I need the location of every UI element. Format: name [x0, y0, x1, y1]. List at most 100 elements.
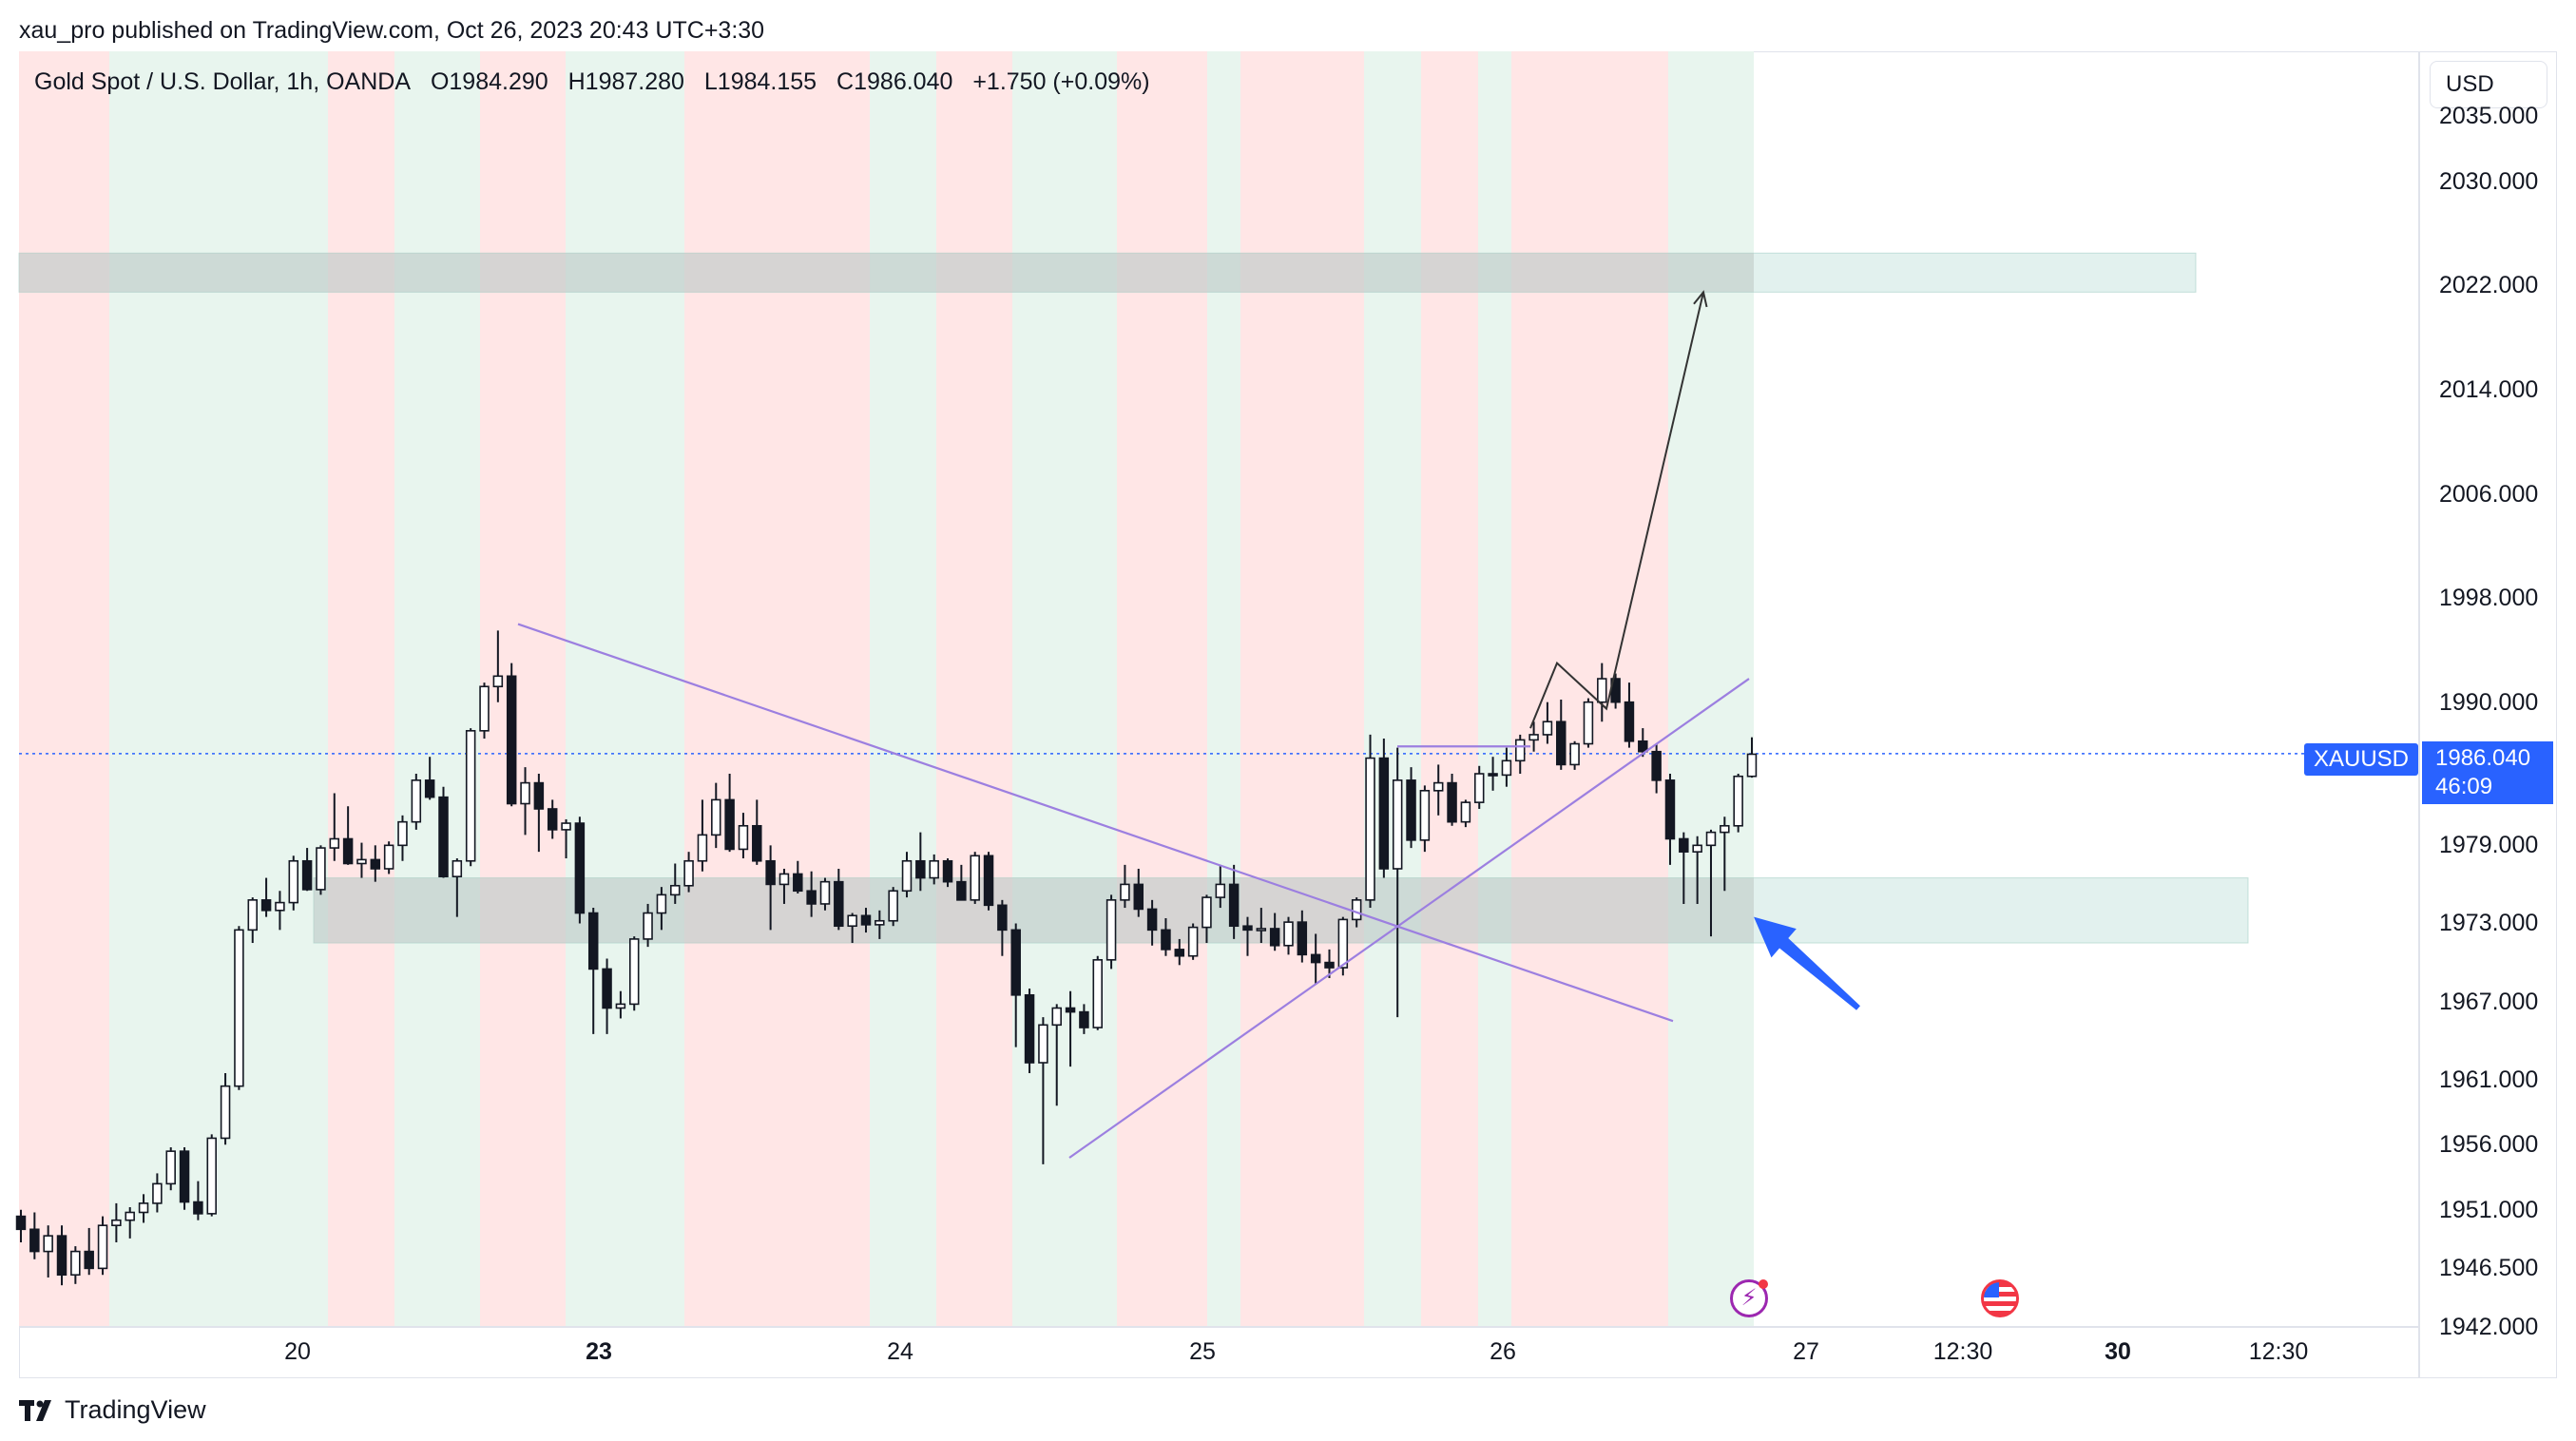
candle-body	[1746, 753, 1758, 778]
candle	[1720, 817, 1730, 892]
candle	[1092, 955, 1103, 1030]
candle-body	[247, 899, 259, 932]
symbol-legend[interactable]: Gold Spot / U.S. Dollar, 1h, OANDA O1984…	[34, 68, 1163, 96]
session-band	[684, 51, 870, 1327]
candle	[397, 815, 408, 861]
session-band	[566, 51, 684, 1327]
candle-body	[1215, 883, 1226, 898]
candle	[1174, 938, 1185, 966]
time-axis-label: 12:30	[1932, 1338, 1993, 1365]
candle-body	[1679, 837, 1689, 853]
flash-event-icon[interactable]: ⚡	[1730, 1279, 1768, 1317]
candle-body	[1242, 925, 1253, 932]
candle-body	[834, 880, 844, 928]
candle	[1365, 734, 1375, 909]
candle-body	[860, 914, 872, 926]
candle-body	[942, 859, 953, 883]
candle-body	[1351, 899, 1362, 921]
candle	[860, 908, 872, 933]
candle-body	[1201, 896, 1212, 929]
candle	[901, 852, 913, 898]
candle-body	[875, 919, 885, 926]
candle-body	[1120, 883, 1130, 901]
time-axis-label: 30	[2105, 1338, 2131, 1365]
candle-body	[533, 781, 545, 810]
session-band	[936, 51, 1012, 1327]
candle-body	[1269, 928, 1280, 947]
session-band	[1012, 51, 1117, 1327]
candle	[370, 845, 381, 882]
candle	[15, 1209, 27, 1242]
candle-body	[152, 1182, 163, 1204]
price-axis-label: 2006.000	[2439, 480, 2539, 508]
session-band	[480, 51, 566, 1327]
candle	[1146, 899, 1158, 946]
price-axis-label: 1951.000	[2439, 1196, 2539, 1223]
candle-body	[915, 859, 926, 879]
candle-body	[452, 859, 463, 877]
bar-countdown: 46:09	[2435, 774, 2493, 799]
candle-body	[1447, 781, 1457, 823]
us-flag-event-icon[interactable]	[1981, 1279, 2019, 1317]
session-band	[1207, 51, 1240, 1327]
candle	[1692, 836, 1702, 904]
candle	[1501, 747, 1512, 787]
candle-body	[1337, 918, 1349, 969]
candle-body	[220, 1085, 231, 1140]
candlestick-series	[15, 630, 1758, 1286]
candle-body	[547, 808, 558, 831]
candle-body	[1542, 720, 1553, 736]
candle-body	[997, 904, 1008, 932]
candle-body	[602, 968, 612, 1009]
candle	[1215, 864, 1226, 909]
currency-button[interactable]: USD	[2430, 61, 2547, 108]
candle-body	[1051, 1007, 1062, 1027]
time-axis-label: 12:30	[2248, 1338, 2309, 1365]
candle-body	[1161, 929, 1171, 951]
candle	[670, 863, 681, 904]
candle-body	[574, 822, 586, 914]
candle	[1542, 701, 1553, 744]
candle	[819, 877, 831, 911]
candle-body	[1010, 929, 1021, 996]
candle	[342, 806, 354, 865]
candle-body	[288, 859, 299, 904]
candle	[152, 1173, 163, 1213]
candle-body	[179, 1150, 190, 1203]
candle-body	[1501, 759, 1512, 777]
candle	[1201, 894, 1212, 944]
candle-body	[56, 1235, 67, 1277]
time-axis-label: 26	[1490, 1338, 1516, 1365]
candle-body	[125, 1211, 135, 1221]
candle	[724, 774, 735, 853]
candle-body	[370, 858, 381, 870]
price-zone	[18, 252, 2197, 293]
candle-body	[70, 1250, 81, 1277]
candle	[1488, 757, 1498, 791]
candle-body	[1528, 734, 1539, 741]
candle	[929, 854, 939, 885]
candle	[587, 908, 599, 1034]
session-band	[1478, 51, 1511, 1327]
candle-body	[615, 1003, 626, 1009]
time-axis-label: 23	[586, 1338, 612, 1365]
candle-body	[1024, 994, 1035, 1064]
tradingview-logo[interactable]: TradingView	[19, 1395, 206, 1425]
candle	[84, 1227, 94, 1276]
candle-body	[492, 675, 504, 688]
candle	[1283, 916, 1294, 955]
candle	[1583, 698, 1594, 748]
publisher-line: xau_pro published on TradingView.com, Oc…	[19, 17, 765, 44]
candle	[424, 757, 435, 800]
candle-body	[1324, 961, 1335, 969]
candle	[70, 1246, 81, 1284]
candle-body	[587, 912, 599, 970]
candle	[111, 1202, 122, 1242]
candle-body	[711, 798, 721, 836]
candle	[983, 852, 994, 911]
candle	[1242, 916, 1253, 956]
candle	[260, 877, 272, 917]
session-band	[1240, 51, 1364, 1327]
legend-low: L1984.155	[703, 68, 817, 95]
